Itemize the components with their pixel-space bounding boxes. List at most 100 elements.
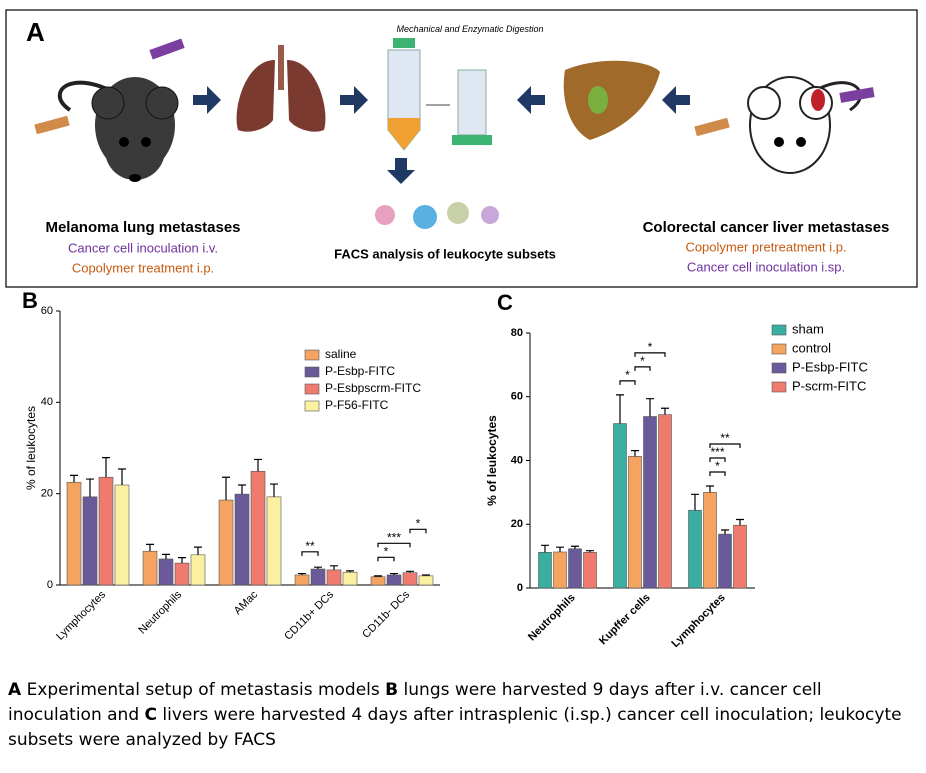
liver (563, 60, 660, 140)
significance-label: *** (710, 445, 724, 459)
arrow (517, 86, 545, 114)
legend-swatch (771, 362, 787, 374)
error-bar (631, 450, 639, 457)
bar (190, 554, 206, 586)
error-bar (556, 546, 564, 552)
y-tick-label: 20 (511, 518, 523, 530)
bar (553, 551, 567, 589)
y-tick-label: 60 (511, 391, 523, 403)
tubes (387, 38, 492, 184)
significance-bracket (709, 443, 741, 448)
y-axis-label: % of leukocytes (485, 415, 499, 506)
legend-swatch (771, 343, 787, 355)
significance-label: * (384, 544, 389, 558)
y-tick-label: 20 (41, 488, 53, 500)
x-tick-label: Neutrophils (526, 592, 578, 644)
cells (375, 202, 499, 229)
bar (733, 524, 747, 589)
left-line: Copolymer treatment i.p. (72, 260, 214, 275)
bar (98, 476, 114, 586)
legend-label: P-scrm-FITC (792, 378, 866, 393)
legend-label: P-Esbp-FITC (325, 364, 395, 378)
panel-a: A Mechanical and Enzymatic Digestion Mel… (5, 9, 918, 288)
significance-bracket (409, 528, 427, 534)
error-bar (146, 543, 154, 552)
y-tick-label: 0 (47, 579, 53, 591)
syringe-orange (694, 117, 730, 137)
caption-bold: C (144, 705, 157, 725)
legend-swatch (304, 400, 320, 412)
panel-label: A (26, 17, 45, 47)
significance-label: ** (720, 431, 730, 445)
left-title: Melanoma lung metastases (45, 219, 240, 236)
error-bar (86, 478, 94, 497)
error-bar (406, 570, 414, 573)
arrow (193, 86, 221, 114)
significance-label: ** (305, 539, 315, 553)
bar (643, 416, 657, 589)
error-bar (374, 575, 382, 577)
legend-label: control (792, 340, 831, 355)
bar (386, 574, 402, 586)
right-title: Colorectal cancer liver metastases (643, 219, 890, 236)
bar (342, 571, 358, 586)
bar (370, 576, 386, 586)
bar (613, 423, 627, 589)
bar (568, 548, 582, 589)
error-bar (238, 484, 246, 495)
syringe-purple (839, 87, 875, 103)
error-bar (616, 394, 624, 424)
x-tick-label: AMac (232, 588, 261, 617)
syringe-orange (34, 115, 70, 135)
error-bar (646, 398, 654, 417)
bar (326, 569, 342, 586)
bar (82, 496, 98, 586)
error-bar (178, 557, 186, 564)
error-bar (661, 407, 669, 415)
significance-bracket (377, 556, 395, 562)
error-bar (586, 550, 594, 553)
error-bar (194, 546, 202, 555)
figure: A Mechanical and Enzymatic Digestion Mel… (5, 9, 918, 650)
center-title: FACS analysis of leukocyte subsets (334, 246, 556, 261)
significance-label: * (715, 459, 720, 473)
bar (234, 493, 250, 586)
error-bar (422, 574, 430, 576)
significance-bracket (634, 352, 666, 357)
caption-text: lungs were harvested 9 days after i.v. c… (8, 680, 822, 725)
error-bar (346, 570, 354, 573)
bar (402, 572, 418, 586)
digestion-label: Mechanical and Enzymatic Digestion (396, 24, 543, 34)
arrow (340, 86, 368, 114)
legend-swatch (304, 366, 320, 378)
bar (266, 496, 282, 586)
significance-bracket (619, 380, 636, 385)
significance-bracket (634, 366, 651, 371)
left-line: Cancer cell inoculation i.v. (68, 240, 218, 255)
bar (703, 492, 717, 589)
legend-label: sham (792, 321, 824, 336)
bar (158, 558, 174, 586)
legend-swatch (771, 324, 787, 336)
right-line: Cancer cell inoculation i.sp. (687, 259, 845, 274)
bar (688, 509, 702, 589)
x-tick-label: Lymphocytes (669, 592, 727, 650)
error-bar (571, 545, 579, 549)
bar (218, 499, 234, 586)
bar (174, 562, 190, 586)
x-tick-label: CD11b- DCs (360, 588, 412, 640)
error-bar (541, 544, 549, 553)
error-bar (270, 483, 278, 497)
caption-bold: B (385, 680, 399, 700)
error-bar (102, 456, 110, 478)
y-tick-label: 0 (517, 582, 523, 594)
arrow (662, 86, 690, 114)
bar (294, 574, 310, 586)
significance-label: * (640, 354, 645, 368)
significance-label: *** (387, 530, 401, 544)
bar (114, 484, 130, 586)
black-mouse (57, 77, 179, 182)
bar (66, 481, 82, 586)
panel-label: C (497, 290, 513, 315)
